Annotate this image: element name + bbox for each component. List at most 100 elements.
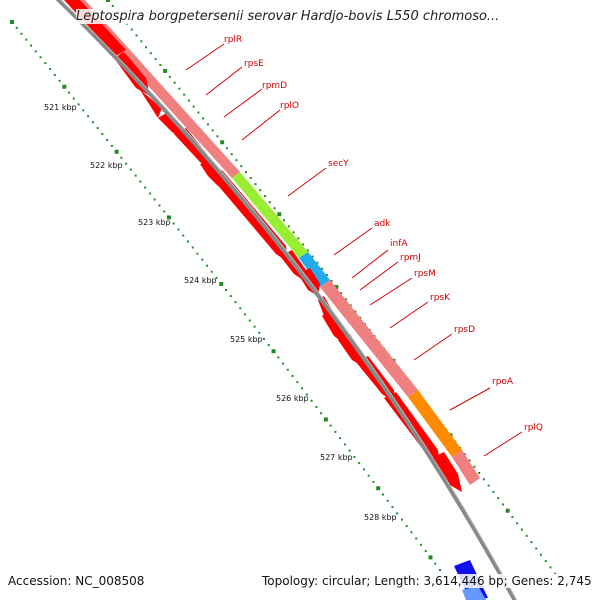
minor-tick bbox=[253, 325, 256, 328]
minor-tick bbox=[39, 56, 42, 59]
major-tick bbox=[219, 281, 224, 286]
major-tick bbox=[62, 84, 67, 89]
gene-track-rplQ bbox=[452, 450, 480, 485]
cds-arrow bbox=[432, 452, 462, 492]
minor-tick bbox=[182, 234, 185, 237]
minor-tick bbox=[340, 292, 343, 295]
gene-label-rpoA[interactable]: rpoA bbox=[492, 377, 514, 387]
gene-label-rpmD[interactable]: rpmD bbox=[262, 81, 287, 91]
backbone-arc-inner bbox=[60, 0, 518, 600]
minor-tick bbox=[325, 273, 328, 276]
minor-tick bbox=[277, 356, 280, 359]
gene-labels: rplR rpsE rpmD rplO secY adk infA rpmJ r… bbox=[224, 35, 543, 433]
gene-label-secY[interactable]: secY bbox=[328, 159, 349, 169]
minor-tick bbox=[301, 387, 304, 390]
minor-tick bbox=[367, 474, 370, 477]
minor-tick bbox=[344, 298, 347, 301]
minor-tick bbox=[135, 34, 138, 37]
minor-tick bbox=[215, 276, 218, 279]
minor-tick bbox=[168, 75, 171, 78]
minor-tick bbox=[186, 240, 189, 243]
minor-tick bbox=[535, 547, 538, 550]
minor-tick bbox=[211, 129, 214, 132]
minor-tick bbox=[334, 430, 337, 433]
gene-label-rpsK[interactable]: rpsK bbox=[430, 293, 451, 303]
minor-tick bbox=[492, 490, 495, 493]
minor-tick bbox=[244, 313, 247, 316]
minor-tick bbox=[287, 225, 290, 228]
minor-tick bbox=[468, 459, 471, 462]
minor-tick bbox=[353, 455, 356, 458]
minor-tick bbox=[96, 127, 99, 130]
gene-label-rplO[interactable]: rplO bbox=[280, 101, 299, 111]
minor-tick bbox=[177, 228, 180, 231]
minor-tick bbox=[205, 264, 208, 267]
minor-tick bbox=[520, 528, 523, 531]
gene-label-rpsM[interactable]: rpsM bbox=[414, 269, 436, 279]
minor-tick bbox=[183, 93, 186, 96]
minor-tick bbox=[329, 424, 332, 427]
major-tick bbox=[271, 349, 276, 354]
minor-tick bbox=[34, 50, 37, 53]
minor-tick bbox=[239, 307, 242, 310]
gene-label-rplQ[interactable]: rplQ bbox=[524, 423, 543, 433]
minor-tick bbox=[282, 362, 285, 365]
minor-tick bbox=[87, 115, 90, 118]
tick-label: 522 kbp bbox=[90, 161, 123, 170]
minor-tick bbox=[192, 105, 195, 108]
minor-tick bbox=[305, 393, 308, 396]
minor-tick bbox=[101, 132, 104, 135]
minor-tick bbox=[225, 289, 227, 291]
tick-label: 524 kbp bbox=[184, 276, 217, 285]
gene-label-rpsE[interactable]: rpsE bbox=[244, 59, 264, 69]
kbp-labels: 521 kbp 522 kbp 523 kbp 524 kbp 525 kbp … bbox=[44, 103, 397, 522]
blue-feature bbox=[462, 586, 486, 600]
minor-tick bbox=[158, 204, 161, 207]
gene-label-rpsD[interactable]: rpsD bbox=[454, 325, 475, 335]
gene-track-rpoA bbox=[408, 390, 462, 457]
major-tick bbox=[428, 555, 433, 560]
minor-tick bbox=[197, 111, 200, 114]
minor-tick bbox=[405, 524, 408, 527]
minor-tick bbox=[358, 462, 361, 465]
minor-tick bbox=[516, 522, 519, 525]
cds-arrow bbox=[140, 90, 166, 118]
minor-tick bbox=[330, 279, 333, 282]
minor-tick bbox=[310, 399, 313, 402]
gene-label-rplR[interactable]: rplR bbox=[224, 35, 242, 45]
minor-tick bbox=[297, 237, 300, 240]
minor-tick bbox=[400, 518, 403, 521]
minor-tick bbox=[134, 174, 137, 177]
cds-arrow bbox=[210, 170, 288, 262]
gene-label-rpmJ[interactable]: rpmJ bbox=[400, 253, 421, 263]
minor-tick bbox=[120, 156, 123, 159]
gene-track-infA-rpsD bbox=[320, 280, 418, 397]
gene-label-infA[interactable]: infA bbox=[390, 239, 408, 249]
minor-tick bbox=[229, 295, 232, 298]
minor-tick bbox=[145, 46, 148, 49]
minor-tick bbox=[554, 572, 557, 575]
minor-tick bbox=[172, 222, 175, 225]
minor-tick bbox=[343, 443, 346, 446]
minor-tick bbox=[302, 243, 305, 246]
minor-tick bbox=[201, 258, 204, 261]
backbone-arc bbox=[55, 0, 517, 600]
cds-arrow bbox=[174, 128, 212, 170]
minor-tick bbox=[68, 91, 71, 94]
minor-tick bbox=[163, 210, 166, 213]
minor-tick bbox=[235, 159, 238, 162]
minor-tick bbox=[544, 560, 547, 563]
minor-tick bbox=[125, 162, 128, 165]
minor-tick bbox=[129, 168, 132, 171]
minor-tick bbox=[178, 87, 181, 90]
cds-arrow bbox=[338, 334, 364, 366]
minor-tick bbox=[148, 192, 151, 195]
minor-tick bbox=[539, 553, 542, 556]
tick-label: 528 kbp bbox=[364, 513, 397, 522]
minor-tick bbox=[149, 52, 152, 55]
gene-label-adk[interactable]: adk bbox=[374, 219, 391, 229]
minor-tick bbox=[349, 304, 352, 307]
kbp-tick-ring bbox=[10, 20, 441, 571]
gene-track-secY bbox=[232, 172, 308, 258]
